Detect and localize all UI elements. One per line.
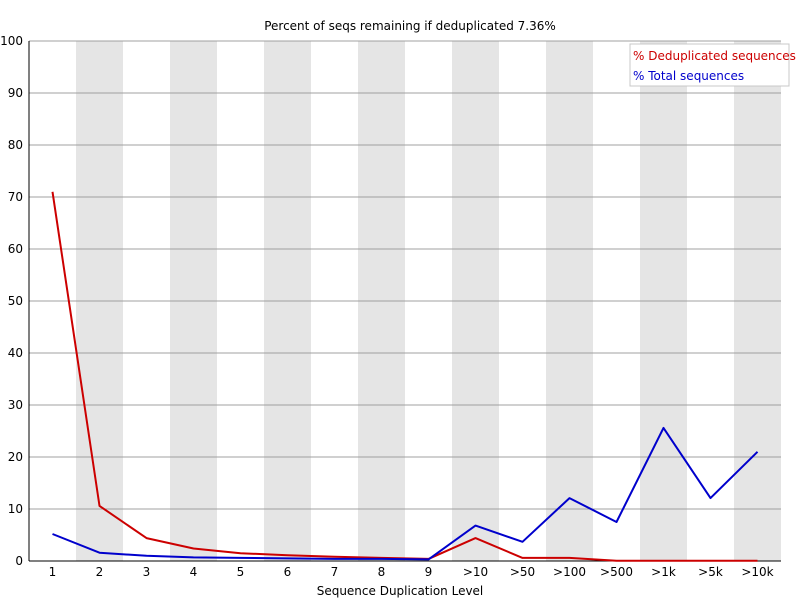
x-tick-label: 6 [284,565,292,579]
x-tick-label: 4 [190,565,198,579]
x-tick-label: >50 [510,565,535,579]
x-tick-label: >5k [698,565,723,579]
y-tick-label: 30 [8,398,23,412]
x-tick-label: 2 [96,565,104,579]
x-tick-label: >100 [553,565,586,579]
x-tick-label: 8 [378,565,386,579]
legend: % Deduplicated sequences % Total sequence… [629,43,796,87]
x-axis-label: Sequence Duplication Level [317,584,484,598]
y-tick-label: 100 [0,34,23,48]
series-lines [51,191,759,562]
chart-title: Percent of seqs remaining if deduplicate… [264,19,556,33]
x-tick-label: 7 [331,565,339,579]
y-tick-labels: 0 10 20 30 40 50 60 70 80 90 100 [0,34,23,568]
x-tick-label: 3 [143,565,151,579]
y-tick-label: 90 [8,86,23,100]
x-tick-labels: 1 2 3 4 5 6 7 8 9 >10 >50 >100 >500 >1k >5k >10k [49,565,774,579]
y-tick-label: 0 [15,554,23,568]
y-tick-label: 60 [8,242,23,256]
x-tick-label: 9 [425,565,433,579]
x-tick-label: >10 [463,565,488,579]
x-tick-label: >1k [651,565,676,579]
x-tick-label: >10k [741,565,773,579]
y-tick-label: 80 [8,138,23,152]
y-tick-label: 50 [8,294,23,308]
y-gridlines [29,40,781,510]
legend-entry: % Total sequences [633,69,744,83]
legend-box [629,43,790,87]
y-tick-label: 20 [8,450,23,464]
y-tick-label: 70 [8,190,23,204]
series-line-2 [52,426,759,561]
y-tick-label: 10 [8,502,23,516]
x-tick-label: 1 [49,565,57,579]
x-tick-label: 5 [237,565,245,579]
legend-entry: % Deduplicated sequences [633,49,796,63]
x-tick-label: >500 [600,565,633,579]
y-tick-label: 40 [8,346,23,360]
